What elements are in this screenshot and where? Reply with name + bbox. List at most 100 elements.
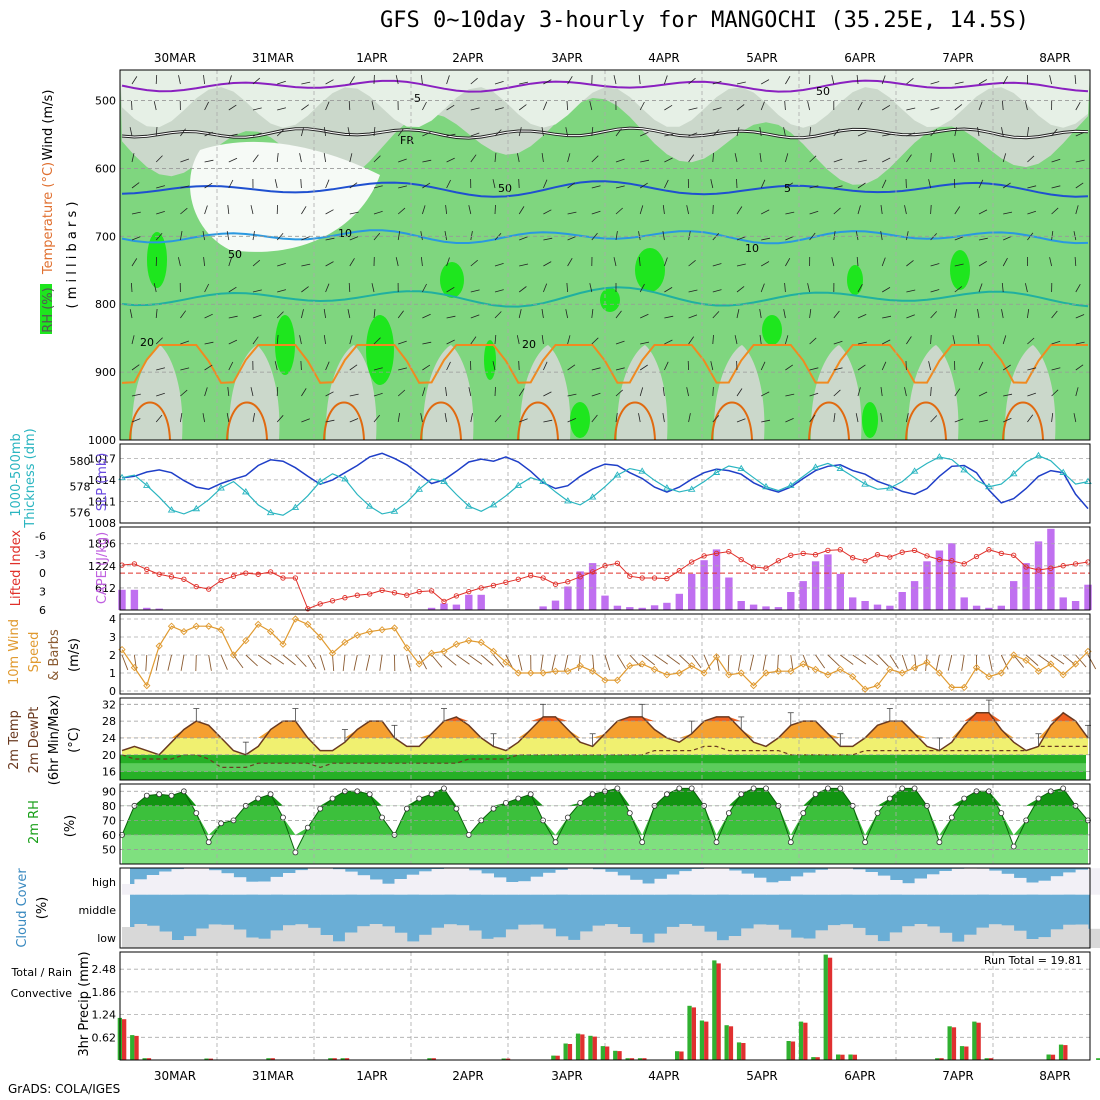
rh2m-marker: [688, 785, 695, 792]
upper-wind-barb: [543, 391, 552, 397]
li-marker: [986, 547, 992, 553]
cloud-bar: [704, 931, 717, 948]
rh2m-panel-frame: [119, 783, 1091, 865]
date-label-bottom: 8APR: [1039, 1069, 1070, 1083]
rh2m-marker: [218, 820, 225, 827]
rh2m-tick: 60: [102, 829, 116, 842]
upper-wind-barb: [131, 153, 135, 163]
upper-wind-barb: [129, 127, 133, 137]
wind-marker: [167, 622, 176, 630]
li-marker: [689, 559, 695, 565]
upper-wind-barb: [759, 153, 762, 163]
precip-bar-convective: [122, 1019, 127, 1060]
upper-wind-barb: [906, 336, 912, 345]
cloud-bar: [1075, 869, 1089, 895]
upper-wind-barb: [930, 386, 932, 397]
precip-bar-convective: [555, 1055, 560, 1060]
slp-line: [121, 452, 1089, 510]
upper-wind-barb: [349, 335, 353, 345]
precip-bar-convective: [815, 1057, 820, 1060]
upper-wind-barb: [640, 131, 649, 137]
rh-low-lobe: [131, 345, 183, 440]
upper-wind-barb: [1002, 257, 1008, 267]
cloud-bar: [877, 875, 891, 895]
wind-marker: [910, 663, 919, 672]
wind-marker: [452, 640, 461, 648]
cloud-bar: [270, 930, 284, 948]
wind-barb: [604, 654, 611, 671]
precip-bar-total: [1058, 1044, 1064, 1060]
cape-bar: [886, 605, 894, 610]
upper-wind-barb: [856, 256, 859, 267]
cloud-bar: [629, 879, 643, 895]
cloud-bar: [741, 873, 754, 895]
slp-tick: 1011: [88, 495, 116, 508]
cloud-bar: [964, 934, 977, 948]
upper-wind-barb: [300, 178, 302, 189]
rh2m-marker: [577, 800, 584, 806]
wind-marker: [799, 660, 807, 668]
wind-barb: [852, 654, 867, 665]
upper-wind-barb: [930, 152, 932, 163]
upper-wind-barb: [978, 237, 988, 241]
upper-wind-barb: [761, 419, 771, 423]
rh2m-marker: [490, 805, 497, 812]
wind-marker: [440, 647, 448, 656]
cloud-bar: [444, 924, 457, 948]
upper-wind-barb: [395, 257, 399, 267]
cloud-bar: [245, 881, 259, 895]
upper-wind-barb: [930, 129, 938, 137]
rh2m-marker: [614, 785, 621, 792]
li-marker: [305, 606, 311, 612]
upper-wind-barb: [252, 132, 262, 137]
upper-wind-barb: [348, 100, 351, 111]
thickness-marker: [365, 502, 374, 509]
contour-label-50: 50: [816, 85, 830, 98]
upper-wind-barb: [422, 341, 432, 345]
upper-wind-barb: [131, 182, 140, 189]
upper-wind-barb: [276, 129, 284, 137]
upper-wind-barb: [1075, 205, 1079, 215]
upper-wind-barb: [759, 127, 762, 137]
upper-wind-barb: [881, 75, 886, 85]
thickness-marker: [142, 481, 151, 488]
cloud-bar: [580, 868, 593, 895]
li-marker: [267, 569, 274, 575]
upper-wind-barb: [446, 104, 455, 111]
cape-bar: [749, 604, 758, 610]
chart-title: GFS 0~10day 3-hourly for MANGOCHI (35.25…: [380, 8, 1030, 33]
upper-wind-barb: [1003, 393, 1013, 397]
upper-wind-barb: [276, 153, 279, 163]
cloud-bar: [159, 931, 172, 948]
upper-wind-barb: [325, 283, 330, 293]
upper-wind-barb: [930, 334, 932, 345]
upper-wind-barb: [541, 127, 544, 137]
temp-panel-frame: [119, 697, 1091, 781]
upper-wind-barb: [276, 311, 284, 319]
upper-wind-barb: [591, 414, 598, 423]
upper-wind-barb: [1075, 182, 1084, 189]
contour-label-10b: 10: [745, 242, 759, 255]
upper-wind-barb: [325, 361, 330, 371]
upper-wind-barb: [856, 74, 859, 85]
wind-marker: [415, 660, 423, 668]
li-marker: [156, 571, 162, 577]
cape-bar: [787, 592, 795, 610]
wind-marker: [762, 669, 770, 677]
wind-barb: [666, 654, 681, 665]
upper-wind-barb: [736, 178, 738, 189]
upper-wind-barb: [204, 364, 213, 371]
upper-wind-barb: [468, 205, 472, 215]
wind-marker: [811, 665, 820, 674]
upper-wind-barb: [1001, 309, 1004, 319]
upper-wind-barb: [906, 154, 912, 163]
cloud-bar: [939, 932, 953, 948]
cloud-bar: [1063, 872, 1076, 895]
precip-bar-convective: [344, 1058, 350, 1060]
precip-bar-convective: [988, 1058, 994, 1060]
wind-marker: [539, 669, 547, 677]
upper-wind-barb: [180, 413, 183, 423]
li-marker: [1011, 552, 1017, 558]
wind-barb: [889, 654, 899, 669]
ylabel-total-rain: Total / Rain: [10, 966, 72, 979]
